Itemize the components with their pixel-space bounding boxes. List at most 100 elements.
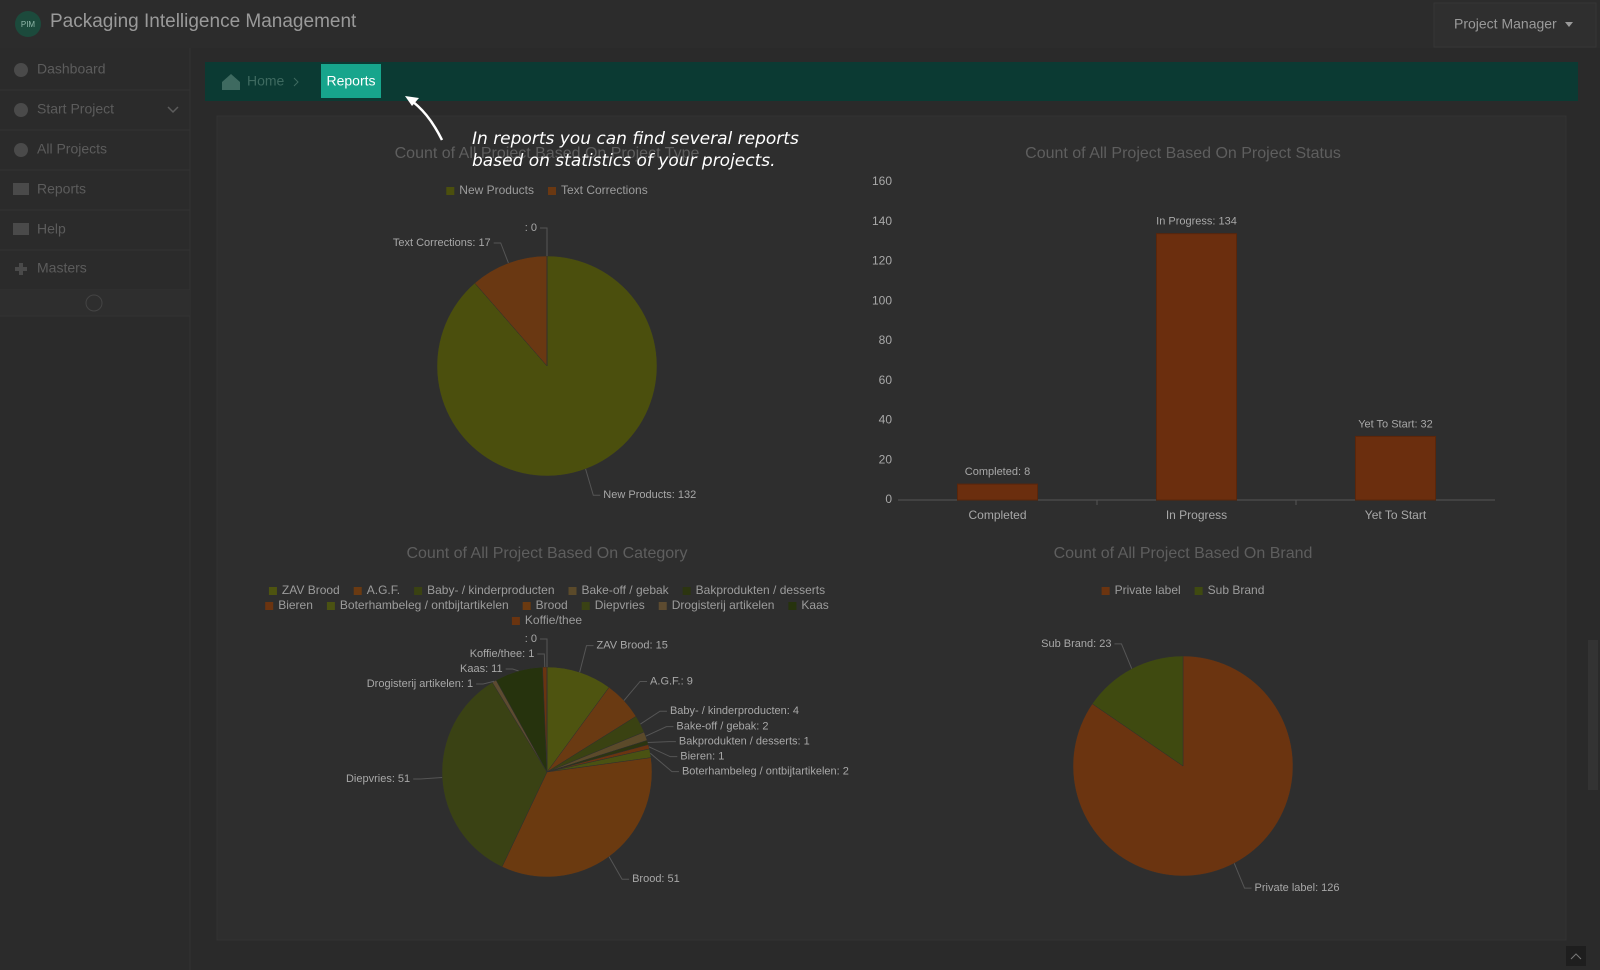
y-tick-label: 160 bbox=[872, 174, 892, 188]
label-connector bbox=[608, 856, 630, 880]
home-icon bbox=[222, 74, 240, 90]
chart-title: Count of All Project Based On Project Ty… bbox=[395, 145, 700, 162]
label-connector bbox=[579, 645, 594, 673]
label-connector bbox=[493, 242, 509, 264]
legend-item: Bake-off / gebak bbox=[568, 583, 670, 597]
scroll-top[interactable] bbox=[1566, 946, 1586, 966]
collapse-bar bbox=[0, 290, 190, 316]
data-label: Baby- / kinderproducten: 4 bbox=[670, 705, 799, 717]
data-label: Yet To Start: 32 bbox=[1358, 418, 1433, 430]
pie-slice bbox=[474, 255, 548, 367]
y-tick-label: 140 bbox=[872, 214, 892, 228]
data-label: In Progress: 134 bbox=[1156, 216, 1237, 228]
legend-marker bbox=[414, 587, 423, 595]
icon bbox=[15, 263, 27, 275]
breadcrumb-separator bbox=[293, 77, 299, 87]
scrollbar bbox=[1588, 640, 1598, 790]
menu-item[interactable]: Start Project bbox=[37, 101, 114, 117]
legend-marker bbox=[682, 587, 691, 595]
pie-slice bbox=[1091, 655, 1184, 767]
icon bbox=[14, 143, 28, 157]
icon bbox=[13, 183, 29, 195]
y-tick-label: 0 bbox=[885, 492, 892, 506]
bar bbox=[957, 483, 1038, 501]
data-label: : 0 bbox=[525, 633, 537, 645]
menu-item[interactable]: All Projects bbox=[37, 141, 107, 157]
legend-item: ZAV Brood bbox=[268, 583, 340, 597]
label-connector bbox=[537, 653, 546, 668]
legend-label: Koffie/thee bbox=[525, 613, 582, 627]
bar bbox=[1156, 233, 1237, 501]
data-label: New Products: 132 bbox=[603, 489, 696, 501]
y-tick-label: 60 bbox=[879, 373, 893, 387]
legend-label: Brood bbox=[536, 598, 568, 612]
x-tick-label: Yet To Start bbox=[1365, 508, 1427, 522]
scroll-top-icon bbox=[1570, 953, 1582, 960]
legend-marker bbox=[788, 602, 797, 610]
legend-label: Diepvries bbox=[595, 598, 645, 612]
breadcrumb-bar bbox=[205, 62, 1578, 101]
label-connector bbox=[640, 710, 667, 725]
data-label: : 0 bbox=[525, 222, 537, 234]
legend-label: Bieren bbox=[278, 598, 313, 612]
legend-label: Kaas bbox=[801, 598, 828, 612]
header bbox=[0, 0, 1600, 48]
legend-item: Bieren bbox=[265, 598, 313, 612]
label-connector bbox=[413, 777, 443, 780]
data-label: Kaas: 11 bbox=[460, 663, 503, 675]
menu-item[interactable]: Help bbox=[37, 221, 66, 237]
legend-marker bbox=[353, 587, 362, 595]
label-connector bbox=[623, 680, 648, 701]
label-connector bbox=[505, 668, 519, 672]
breadcrumb-home[interactable]: Home bbox=[247, 73, 285, 89]
legend-marker bbox=[522, 602, 531, 610]
legend-label: Text Corrections bbox=[561, 183, 648, 197]
caret bbox=[1565, 22, 1573, 27]
legend-marker bbox=[658, 602, 667, 610]
y-tick-label: 120 bbox=[872, 254, 892, 268]
menu-item[interactable]: Masters bbox=[37, 260, 87, 276]
data-label: Private label: 126 bbox=[1255, 882, 1340, 894]
legend-label: New Products bbox=[459, 183, 534, 197]
legend-label: Sub Brand bbox=[1208, 583, 1265, 597]
legend-marker bbox=[581, 602, 590, 610]
legend-marker bbox=[568, 587, 577, 595]
legend-item: Diepvries bbox=[581, 598, 645, 612]
chevron bbox=[167, 106, 179, 114]
logo-text: PIM bbox=[21, 20, 36, 29]
legend-item: New Products bbox=[446, 183, 534, 197]
user-name[interactable]: Project Manager bbox=[1454, 16, 1557, 32]
collapse-button[interactable] bbox=[85, 294, 103, 312]
legend-item: Brood bbox=[522, 598, 568, 612]
tour-tip: In reports you can find several reports … bbox=[472, 129, 799, 171]
icon bbox=[14, 103, 28, 117]
label-connector bbox=[647, 741, 676, 744]
sidebar-menu: Dashboard Start Project All Projects Rep… bbox=[0, 61, 190, 317]
legend-label: ZAV Brood bbox=[282, 583, 340, 597]
label-connector bbox=[645, 726, 674, 737]
legend-label: Boterhambeleg / ontbijtartikelen bbox=[340, 598, 509, 612]
breadcrumb-highlight bbox=[321, 64, 381, 98]
legend-item: Drogisterij artikelen bbox=[658, 598, 774, 612]
chart-title: Count of All Project Based On Category bbox=[406, 545, 687, 562]
bar bbox=[1355, 435, 1436, 501]
y-tick-label: 80 bbox=[879, 333, 893, 347]
legend-marker bbox=[326, 602, 335, 610]
data-label: Bakprodukten / desserts: 1 bbox=[679, 736, 810, 748]
label-connector bbox=[585, 468, 601, 496]
data-label: Bake-off / gebak: 2 bbox=[676, 721, 768, 733]
menu-item[interactable]: Reports bbox=[37, 181, 86, 197]
legend-marker bbox=[265, 602, 274, 610]
x-tick-label: In Progress bbox=[1166, 508, 1227, 522]
legend-label: Bake-off / gebak bbox=[581, 583, 669, 597]
chart-title: Count of All Project Based On Project St… bbox=[1025, 145, 1341, 162]
menu-item[interactable]: Dashboard bbox=[37, 61, 106, 77]
content-panel bbox=[216, 115, 1567, 941]
data-label: Koffie/thee: 1 bbox=[470, 648, 535, 660]
data-label: Brood: 51 bbox=[632, 873, 680, 885]
legend-label: Baby- / kinderproducten bbox=[427, 583, 554, 597]
legend-label: A.G.F. bbox=[367, 583, 400, 597]
legend-marker bbox=[1194, 587, 1203, 595]
data-label: ZAV Brood: 15 bbox=[596, 640, 667, 652]
label-connector bbox=[476, 680, 495, 685]
